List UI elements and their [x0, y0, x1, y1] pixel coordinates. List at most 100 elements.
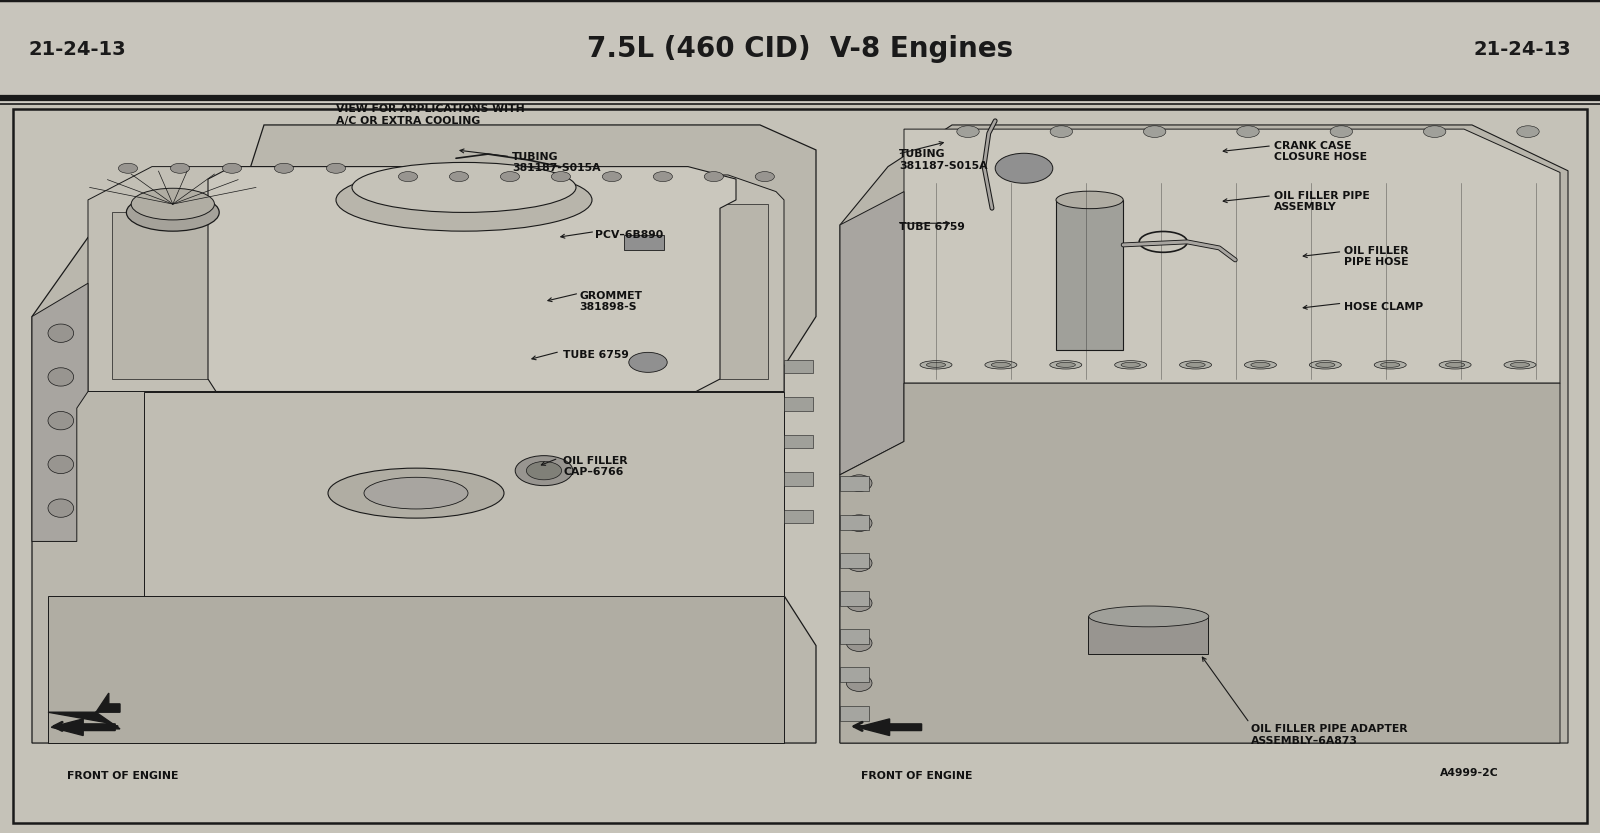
- Ellipse shape: [272, 643, 592, 731]
- Circle shape: [995, 153, 1053, 183]
- Circle shape: [326, 163, 346, 173]
- Ellipse shape: [926, 362, 946, 367]
- Polygon shape: [840, 125, 1568, 743]
- Ellipse shape: [1186, 362, 1205, 367]
- Circle shape: [1424, 126, 1446, 137]
- Ellipse shape: [1122, 362, 1141, 367]
- Polygon shape: [48, 596, 784, 743]
- Ellipse shape: [48, 324, 74, 342]
- Bar: [840, 476, 869, 491]
- Circle shape: [450, 172, 469, 182]
- Ellipse shape: [846, 675, 872, 691]
- Ellipse shape: [352, 162, 576, 212]
- Text: 21-24-13: 21-24-13: [29, 40, 126, 58]
- Circle shape: [629, 352, 667, 372]
- Polygon shape: [112, 212, 336, 379]
- Text: PCV–6B890: PCV–6B890: [595, 230, 664, 240]
- Circle shape: [602, 172, 621, 182]
- Ellipse shape: [1245, 361, 1277, 369]
- Ellipse shape: [48, 368, 74, 387]
- Text: 7.5L (460 CID)  V-8 Engines: 7.5L (460 CID) V-8 Engines: [587, 35, 1013, 63]
- Text: OIL FILLER PIPE
ASSEMBLY: OIL FILLER PIPE ASSEMBLY: [1274, 191, 1370, 212]
- Text: OIL FILLER PIPE ADAPTER
ASSEMBLY–6A873: OIL FILLER PIPE ADAPTER ASSEMBLY–6A873: [1251, 724, 1408, 746]
- Polygon shape: [32, 283, 88, 541]
- Ellipse shape: [131, 188, 214, 220]
- Text: 21-24-13: 21-24-13: [1474, 40, 1571, 58]
- Polygon shape: [840, 383, 1560, 743]
- Text: GROMMET
381898-S: GROMMET 381898-S: [579, 291, 642, 312]
- Polygon shape: [88, 167, 360, 392]
- Ellipse shape: [365, 477, 467, 509]
- Circle shape: [515, 456, 573, 486]
- Ellipse shape: [126, 194, 219, 231]
- Bar: [840, 629, 869, 644]
- Circle shape: [275, 163, 294, 173]
- Text: CRANK CASE
CLOSURE HOSE: CRANK CASE CLOSURE HOSE: [1274, 141, 1366, 162]
- Ellipse shape: [986, 361, 1018, 369]
- Circle shape: [1517, 126, 1539, 137]
- Text: HOSE CLAMP: HOSE CLAMP: [1344, 302, 1424, 312]
- Bar: [840, 591, 869, 606]
- Text: A4999-2C: A4999-2C: [1440, 768, 1499, 778]
- Ellipse shape: [1050, 361, 1082, 369]
- Circle shape: [653, 172, 672, 182]
- Circle shape: [118, 163, 138, 173]
- Ellipse shape: [1088, 606, 1210, 626]
- Bar: [0, 0, 1600, 98]
- Ellipse shape: [336, 168, 592, 231]
- Ellipse shape: [846, 555, 872, 571]
- Polygon shape: [840, 192, 904, 475]
- Ellipse shape: [1510, 362, 1530, 367]
- Bar: [840, 667, 869, 682]
- Circle shape: [222, 163, 242, 173]
- Ellipse shape: [1309, 361, 1341, 369]
- Ellipse shape: [1315, 362, 1334, 367]
- Polygon shape: [32, 125, 816, 743]
- Ellipse shape: [48, 455, 74, 473]
- Ellipse shape: [1381, 362, 1400, 367]
- Circle shape: [552, 172, 571, 182]
- Circle shape: [171, 163, 190, 173]
- Polygon shape: [904, 129, 1560, 383]
- Ellipse shape: [48, 499, 74, 517]
- Circle shape: [1144, 126, 1166, 137]
- Ellipse shape: [846, 515, 872, 531]
- Circle shape: [1050, 126, 1072, 137]
- Ellipse shape: [1056, 362, 1075, 367]
- Ellipse shape: [1438, 361, 1470, 369]
- Bar: [0, 104, 1600, 833]
- Ellipse shape: [1179, 361, 1211, 369]
- Text: TUBING
381187-S015A: TUBING 381187-S015A: [899, 149, 987, 171]
- Ellipse shape: [846, 635, 872, 651]
- Bar: [784, 397, 813, 411]
- Circle shape: [501, 172, 520, 182]
- Text: OIL FILLER
PIPE HOSE: OIL FILLER PIPE HOSE: [1344, 246, 1408, 267]
- Bar: [840, 706, 869, 721]
- Text: FRONT OF ENGINE: FRONT OF ENGINE: [67, 771, 179, 781]
- Bar: [1088, 616, 1208, 654]
- Ellipse shape: [1115, 361, 1147, 369]
- Ellipse shape: [328, 468, 504, 518]
- Bar: [840, 553, 869, 568]
- Ellipse shape: [371, 671, 493, 704]
- Polygon shape: [392, 175, 784, 392]
- Polygon shape: [858, 719, 922, 736]
- Text: FRONT OF ENGINE: FRONT OF ENGINE: [861, 771, 973, 781]
- Bar: [784, 360, 813, 373]
- Bar: [1056, 200, 1123, 350]
- Bar: [784, 435, 813, 448]
- Ellipse shape: [1251, 362, 1270, 367]
- Ellipse shape: [48, 412, 74, 430]
- Circle shape: [755, 172, 774, 182]
- Ellipse shape: [1504, 361, 1536, 369]
- Ellipse shape: [920, 361, 952, 369]
- Circle shape: [1237, 126, 1259, 137]
- Text: TUBE 6759: TUBE 6759: [899, 222, 965, 232]
- Ellipse shape: [1374, 361, 1406, 369]
- Circle shape: [957, 126, 979, 137]
- Polygon shape: [144, 392, 784, 596]
- Ellipse shape: [1445, 362, 1464, 367]
- Polygon shape: [51, 719, 115, 736]
- Circle shape: [704, 172, 723, 182]
- Text: VIEW FOR APPLICATIONS WITH
A/C OR EXTRA COOLING: VIEW FOR APPLICATIONS WITH A/C OR EXTRA …: [336, 104, 525, 126]
